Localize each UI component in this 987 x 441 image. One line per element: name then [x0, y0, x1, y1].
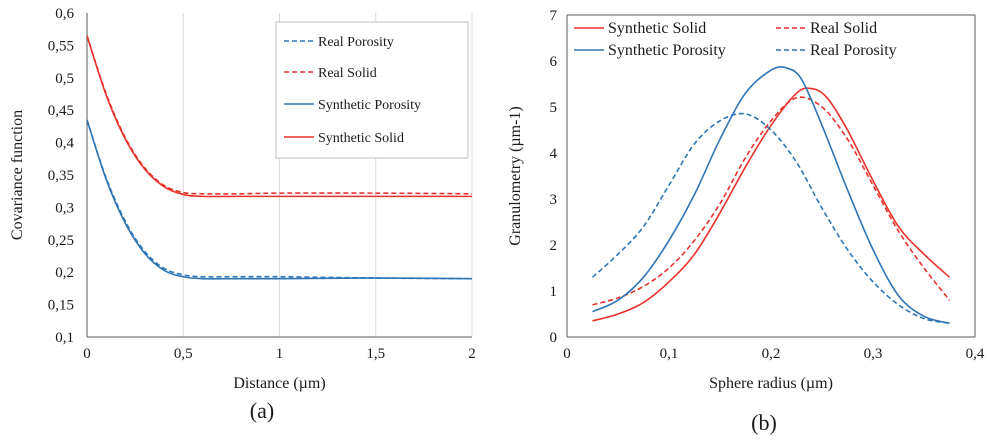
x-tick-label: 0,3: [864, 346, 883, 362]
y-tick-label: 7: [550, 8, 558, 24]
legend-label: Real Solid: [318, 66, 377, 81]
y-tick-label: 0,6: [55, 6, 74, 22]
y-tick-label: 3: [550, 192, 558, 208]
y-tick-label: 0,2: [55, 265, 74, 281]
y-tick-label: 2: [550, 238, 558, 254]
x-tick-label: 0,5: [174, 346, 193, 362]
y-tick-label: 0,25: [48, 233, 74, 249]
series-line-synthetic-porosity: [592, 66, 950, 324]
x-tick-label: 0,1: [660, 346, 679, 362]
y-tick-label: 0,5: [55, 71, 74, 87]
y-tick-label: 4: [550, 146, 558, 162]
y-tick-label: 0,15: [48, 298, 74, 314]
x-tick-label: 2: [468, 346, 476, 362]
legend-label: Real Porosity: [810, 42, 897, 59]
series-line-synthetic-solid: [592, 87, 951, 322]
y-tick-label: 6: [550, 54, 558, 70]
y-tick-label: 0,45: [48, 103, 74, 119]
y-tick-label: 0,3: [55, 200, 74, 216]
y-axis-title: Covariance function: [9, 110, 26, 240]
legend-label: Synthetic Porosity: [608, 42, 726, 59]
y-tick-label: 5: [550, 100, 558, 116]
x-tick-label: 0: [563, 346, 571, 362]
x-axis-title: Distance (µm): [233, 375, 325, 392]
chart-b-granulometry: 0 1 2 3 4 5 6 7 0 0,1 0,2 0,3 0,4 Sphere radius (µm) G…: [507, 8, 985, 435]
y-tick-label: 0,55: [48, 38, 74, 54]
legend-label: Synthetic Porosity: [318, 98, 421, 113]
x-tick-label: 0: [83, 346, 91, 362]
legend-label: Synthetic Solid: [318, 131, 404, 146]
legend-label: Real Solid: [810, 20, 877, 37]
y-tick-label: 0,4: [55, 136, 74, 152]
legend-label: Real Porosity: [318, 35, 394, 50]
y-tick-label: 0,1: [55, 330, 74, 346]
x-tick-label: 0,2: [762, 346, 781, 362]
chart-a-covariance: 0,1 0,15 0,2 0,25 0,3 0,35 0,4 0,45 0,5 0,55 0,6 0 0…: [9, 6, 476, 423]
y-tick-label: 0,35: [48, 168, 74, 184]
series-line-real-solid: [592, 96, 951, 306]
legend-box: [275, 21, 469, 159]
series-line-real-porosity: [87, 119, 473, 280]
x-axis-title: Sphere radius (µm): [709, 375, 833, 392]
panel-label: (b): [751, 410, 777, 435]
panel-label: (a): [250, 398, 274, 423]
x-tick-label: 1: [276, 346, 284, 362]
y-axis-title: Granulometry (µm-1): [507, 106, 524, 245]
legend-label: Synthetic Solid: [608, 20, 706, 37]
y-tick-label: 0: [550, 330, 558, 346]
y-tick-label: 1: [550, 284, 558, 300]
series-line-synthetic-solid: [87, 35, 472, 198]
x-tick-label: 1,5: [366, 346, 385, 362]
series-line-synthetic-porosity: [87, 119, 473, 280]
x-tick-label: 0,4: [966, 346, 985, 362]
